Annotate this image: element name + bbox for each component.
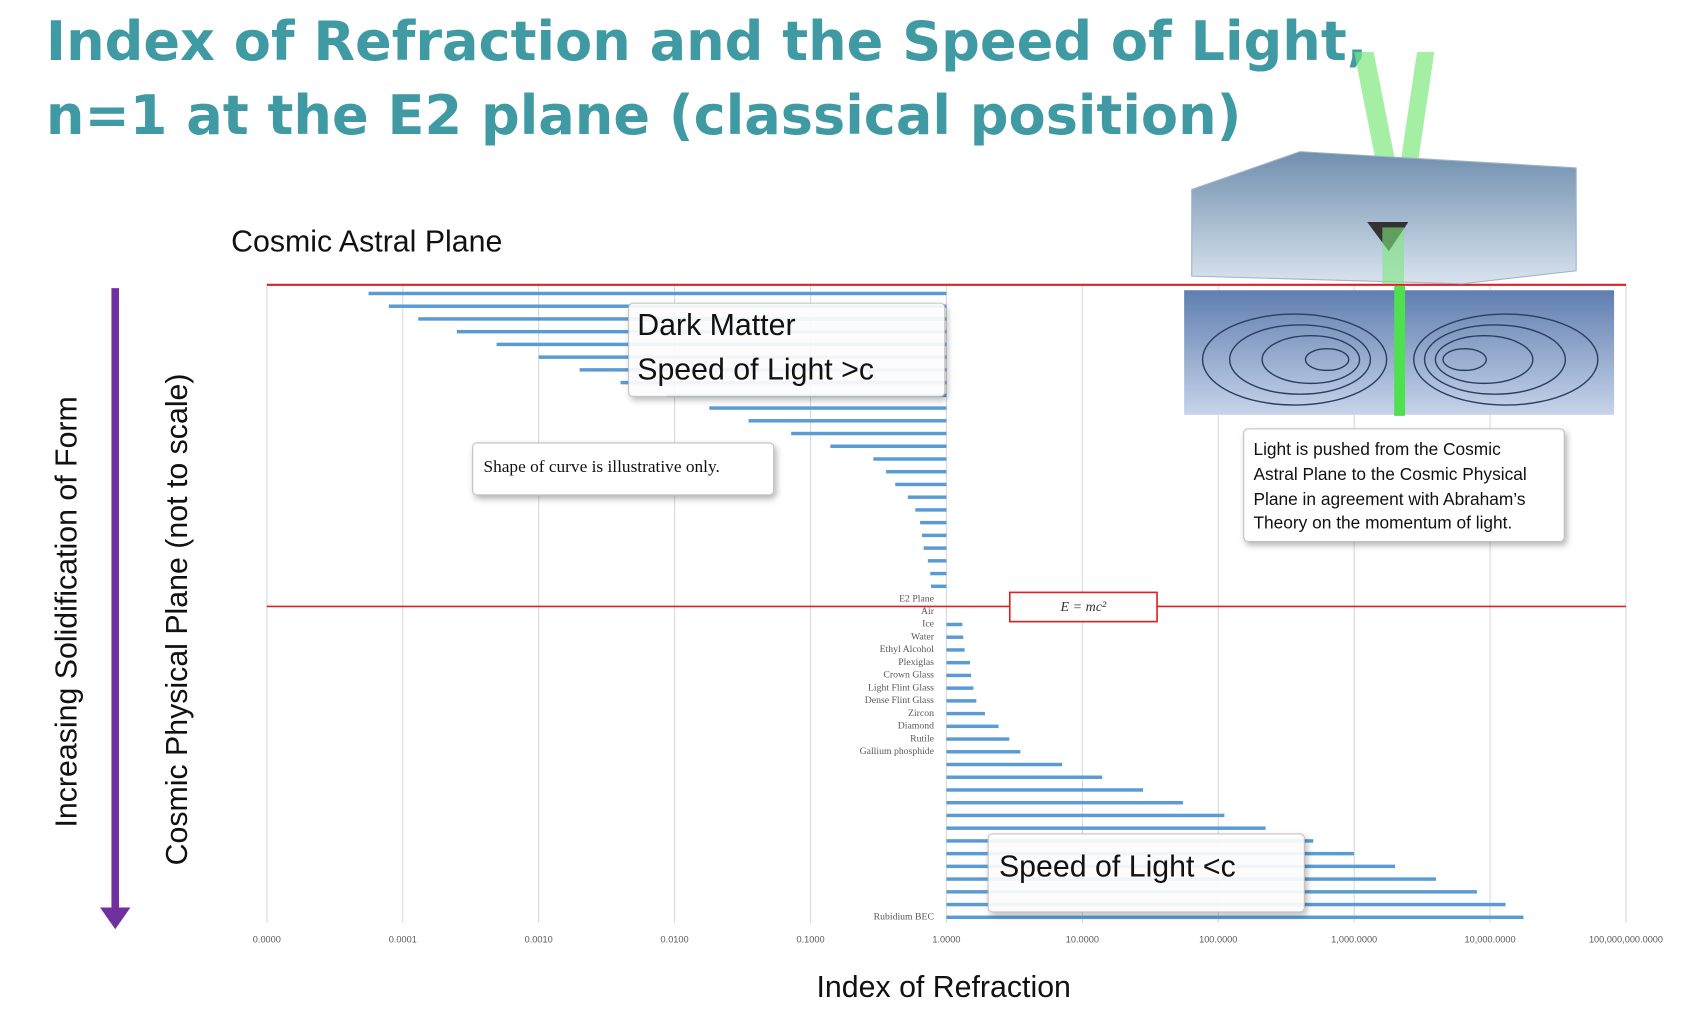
x-tick-label: 1.0000 [932, 934, 960, 944]
bar [830, 445, 946, 448]
slide: Index of Refraction and the Speed of Lig… [0, 0, 1699, 1031]
side-label: Increasing Solidification of Form [51, 396, 84, 827]
y-tick-label: Rubidium BEC [874, 912, 934, 923]
x-tick-label: 10.0000 [1066, 934, 1099, 944]
bar [922, 534, 947, 537]
bar [886, 470, 946, 473]
y-tick-label: Light Flint Glass [868, 682, 934, 693]
bar [946, 763, 1062, 766]
bar [924, 546, 947, 549]
x-tick-label: 100.0000 [1199, 934, 1237, 944]
bar [749, 419, 947, 422]
x-axis-title: Index of Refraction [817, 971, 1071, 1004]
top-label: Cosmic Astral Plane [231, 226, 502, 259]
y-tick-label: Dense Flint Glass [865, 695, 934, 706]
y-tick-label: Rutile [910, 733, 934, 744]
bar [895, 483, 946, 486]
side-label: Cosmic Physical Plane (not to scale) [161, 373, 194, 865]
bar [931, 585, 946, 588]
bar [709, 406, 946, 409]
y-tick-label: Plexiglas [898, 657, 934, 668]
bar [946, 623, 962, 626]
x-tick-label: 0.1000 [796, 934, 824, 944]
bar [908, 495, 947, 498]
title-line: n=1 at the E2 plane (classical position) [46, 84, 1241, 147]
x-tick-label: 0.0010 [525, 934, 553, 944]
bar [946, 712, 985, 715]
y-tick-label: Ethyl Alcohol [880, 644, 935, 655]
y-tick-label: E2 Plane [899, 593, 934, 604]
annotation: Speed of Light <c [999, 851, 1236, 884]
bar [920, 521, 946, 524]
annotation: Speed of Light >c [637, 353, 874, 386]
annotation: Light is pushed from the Cosmic [1253, 439, 1501, 459]
bar [946, 814, 1224, 817]
bar [928, 559, 947, 562]
x-tick-label: 0.0001 [389, 934, 417, 944]
x-tick-label: 0.0100 [661, 934, 689, 944]
bar [946, 737, 1009, 740]
x-tick-label: 0.0000 [253, 934, 281, 944]
y-tick-label: Gallium phosphide [860, 746, 934, 757]
bar [946, 776, 1102, 779]
y-tick-label: Zircon [908, 708, 934, 719]
y-tick-label: Crown Glass [883, 670, 934, 681]
y-tick-label: Ice [922, 619, 934, 630]
y-tick-label: Diamond [898, 721, 934, 732]
equation: E = mc² [1060, 599, 1108, 615]
y-tick-label: Air [921, 606, 935, 617]
annotation: Theory on the momentum of light. [1253, 513, 1512, 533]
bar [946, 635, 963, 638]
bar [946, 699, 976, 702]
x-tick-label: 10,000.0000 [1465, 934, 1516, 944]
bar [946, 725, 998, 728]
bar [946, 801, 1183, 804]
bar [930, 572, 946, 575]
x-tick-label: 1,000.0000 [1331, 934, 1377, 944]
bar [946, 788, 1143, 791]
title-line: Index of Refraction and the Speed of Lig… [46, 10, 1367, 73]
bar [946, 916, 1523, 919]
y-tick-label: Water [911, 631, 935, 642]
annotation: Dark Matter [637, 309, 795, 342]
bar [946, 826, 1265, 829]
bar [946, 648, 964, 651]
annotation: Astral Plane to the Cosmic Physical [1253, 464, 1526, 484]
annotation: Shape of curve is illustrative only. [483, 457, 719, 476]
x-tick-label: 100,000,000.0000 [1589, 934, 1663, 944]
bar [946, 661, 970, 664]
bar [873, 457, 946, 460]
bar [915, 508, 946, 511]
bar [946, 750, 1020, 753]
bar [791, 432, 946, 435]
annotation: Plane in agreement with Abraham’s [1253, 489, 1525, 509]
bar [369, 292, 947, 295]
bar [946, 686, 973, 689]
bar [946, 674, 971, 677]
